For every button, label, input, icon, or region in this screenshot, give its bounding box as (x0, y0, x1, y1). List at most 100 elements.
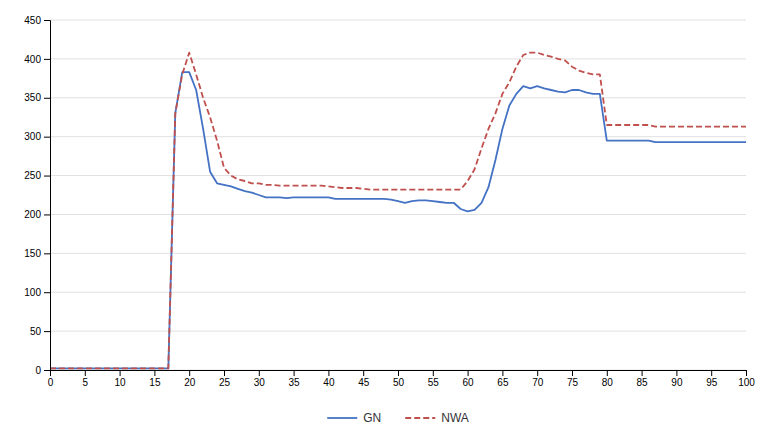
x-tick-mark (259, 370, 260, 376)
grid-line (50, 214, 746, 215)
y-tick: 450 (24, 15, 50, 26)
y-tick: 0 (35, 365, 50, 376)
grid-line (50, 136, 746, 137)
x-tick: 80 (602, 370, 614, 388)
x-tick: 10 (115, 370, 127, 388)
x-tick: 0 (48, 370, 54, 388)
x-tick: 5 (83, 370, 89, 388)
x-tick: 65 (497, 370, 509, 388)
legend-label: NWA (441, 411, 469, 425)
x-tick-mark (154, 370, 155, 376)
y-tick-mark (44, 214, 50, 215)
x-tick-mark (676, 370, 677, 376)
x-tick-label: 25 (219, 377, 231, 388)
grid-line (50, 331, 746, 332)
y-tick: 250 (24, 170, 50, 181)
x-tick-label: 65 (497, 377, 509, 388)
x-tick-mark (294, 370, 295, 376)
x-tick-label: 35 (289, 377, 301, 388)
x-tick-mark (433, 370, 434, 376)
x-tick-label: 55 (428, 377, 440, 388)
y-tick-mark (44, 331, 50, 332)
y-tick-mark (44, 20, 50, 21)
grid-line (50, 97, 746, 98)
grid-line (50, 20, 746, 21)
y-tick-label: 50 (30, 326, 42, 337)
x-tick-label: 5 (83, 377, 89, 388)
grid (50, 20, 746, 370)
x-tick-label: 10 (115, 377, 127, 388)
y-tick-label: 0 (35, 365, 41, 376)
legend-item: NWA (405, 411, 469, 425)
x-tick: 15 (149, 370, 161, 388)
x-tick-label: 40 (323, 377, 335, 388)
y-tick: 50 (30, 326, 50, 337)
x-tick-mark (468, 370, 469, 376)
x-tick-mark (642, 370, 643, 376)
y-tick-label: 200 (24, 209, 41, 220)
y-tick-label: 350 (24, 92, 41, 103)
x-tick-label: 20 (184, 377, 196, 388)
x-axis-line (51, 371, 747, 377)
plot-area (50, 53, 746, 369)
y-tick-mark (44, 292, 50, 293)
x-tick-mark (120, 370, 121, 376)
y-tick-mark (44, 98, 50, 99)
x-tick-mark (502, 370, 503, 376)
x-tick: 95 (706, 370, 718, 388)
x-tick-label: 50 (393, 377, 405, 388)
x-tick-label: 70 (532, 377, 544, 388)
x-tick: 90 (671, 370, 683, 388)
x-tick: 50 (393, 370, 405, 388)
x-tick-label: 90 (671, 377, 683, 388)
y-tick: 300 (24, 131, 50, 142)
x-tick-mark (189, 370, 190, 376)
x-tick-label: 45 (358, 377, 370, 388)
x-tick-label: 100 (738, 377, 755, 388)
grid-line (50, 253, 746, 254)
grid-line (50, 175, 746, 176)
x-tick: 45 (358, 370, 370, 388)
series-line (50, 53, 746, 369)
x-tick: 100 (738, 370, 755, 388)
y-tick-mark (44, 370, 50, 371)
legend-swatch (327, 417, 357, 419)
legend-label: GN (363, 411, 381, 425)
x-tick-mark (363, 370, 364, 376)
x-tick: 70 (532, 370, 544, 388)
y-tick: 400 (24, 54, 50, 65)
x-tick: 30 (254, 370, 266, 388)
y-tick-mark (44, 176, 50, 177)
x-tick-label: 85 (637, 377, 649, 388)
grid-line (50, 58, 746, 59)
x-tick-mark (572, 370, 573, 376)
legend-swatch (405, 417, 435, 419)
x-tick-label: 15 (149, 377, 161, 388)
x-tick-mark (746, 370, 747, 376)
x-tick: 55 (428, 370, 440, 388)
y-axis: 0 50 100 150 200 250 300 350 400 450 (24, 15, 50, 376)
y-tick-label: 300 (24, 131, 41, 142)
x-tick: 85 (637, 370, 649, 388)
y-tick-label: 450 (24, 15, 41, 26)
x-axis: 0 5 10 15 20 25 30 35 40 45 50 55 60 65 70 75 80 85 90 95 10… (48, 370, 756, 388)
x-tick-label: 60 (463, 377, 475, 388)
x-tick: 25 (219, 370, 231, 388)
x-tick-mark (607, 370, 608, 376)
x-tick: 60 (463, 370, 475, 388)
x-tick-mark (711, 370, 712, 376)
y-tick: 150 (24, 248, 50, 259)
legend-item: GN (327, 411, 381, 425)
x-tick-mark (224, 370, 225, 376)
y-tick: 100 (24, 287, 50, 298)
chart: 0 5 10 15 20 25 30 35 40 45 50 55 60 65 70 75 80 85 90 95 10… (0, 0, 776, 446)
x-tick: 35 (289, 370, 301, 388)
x-tick-label: 80 (602, 377, 614, 388)
x-tick: 75 (567, 370, 579, 388)
y-tick-mark (44, 59, 50, 60)
y-tick-label: 250 (24, 170, 41, 181)
grid-line (50, 292, 746, 293)
legend: GN NWA (327, 411, 469, 425)
x-tick-mark (328, 370, 329, 376)
x-tick-label: 95 (706, 377, 718, 388)
